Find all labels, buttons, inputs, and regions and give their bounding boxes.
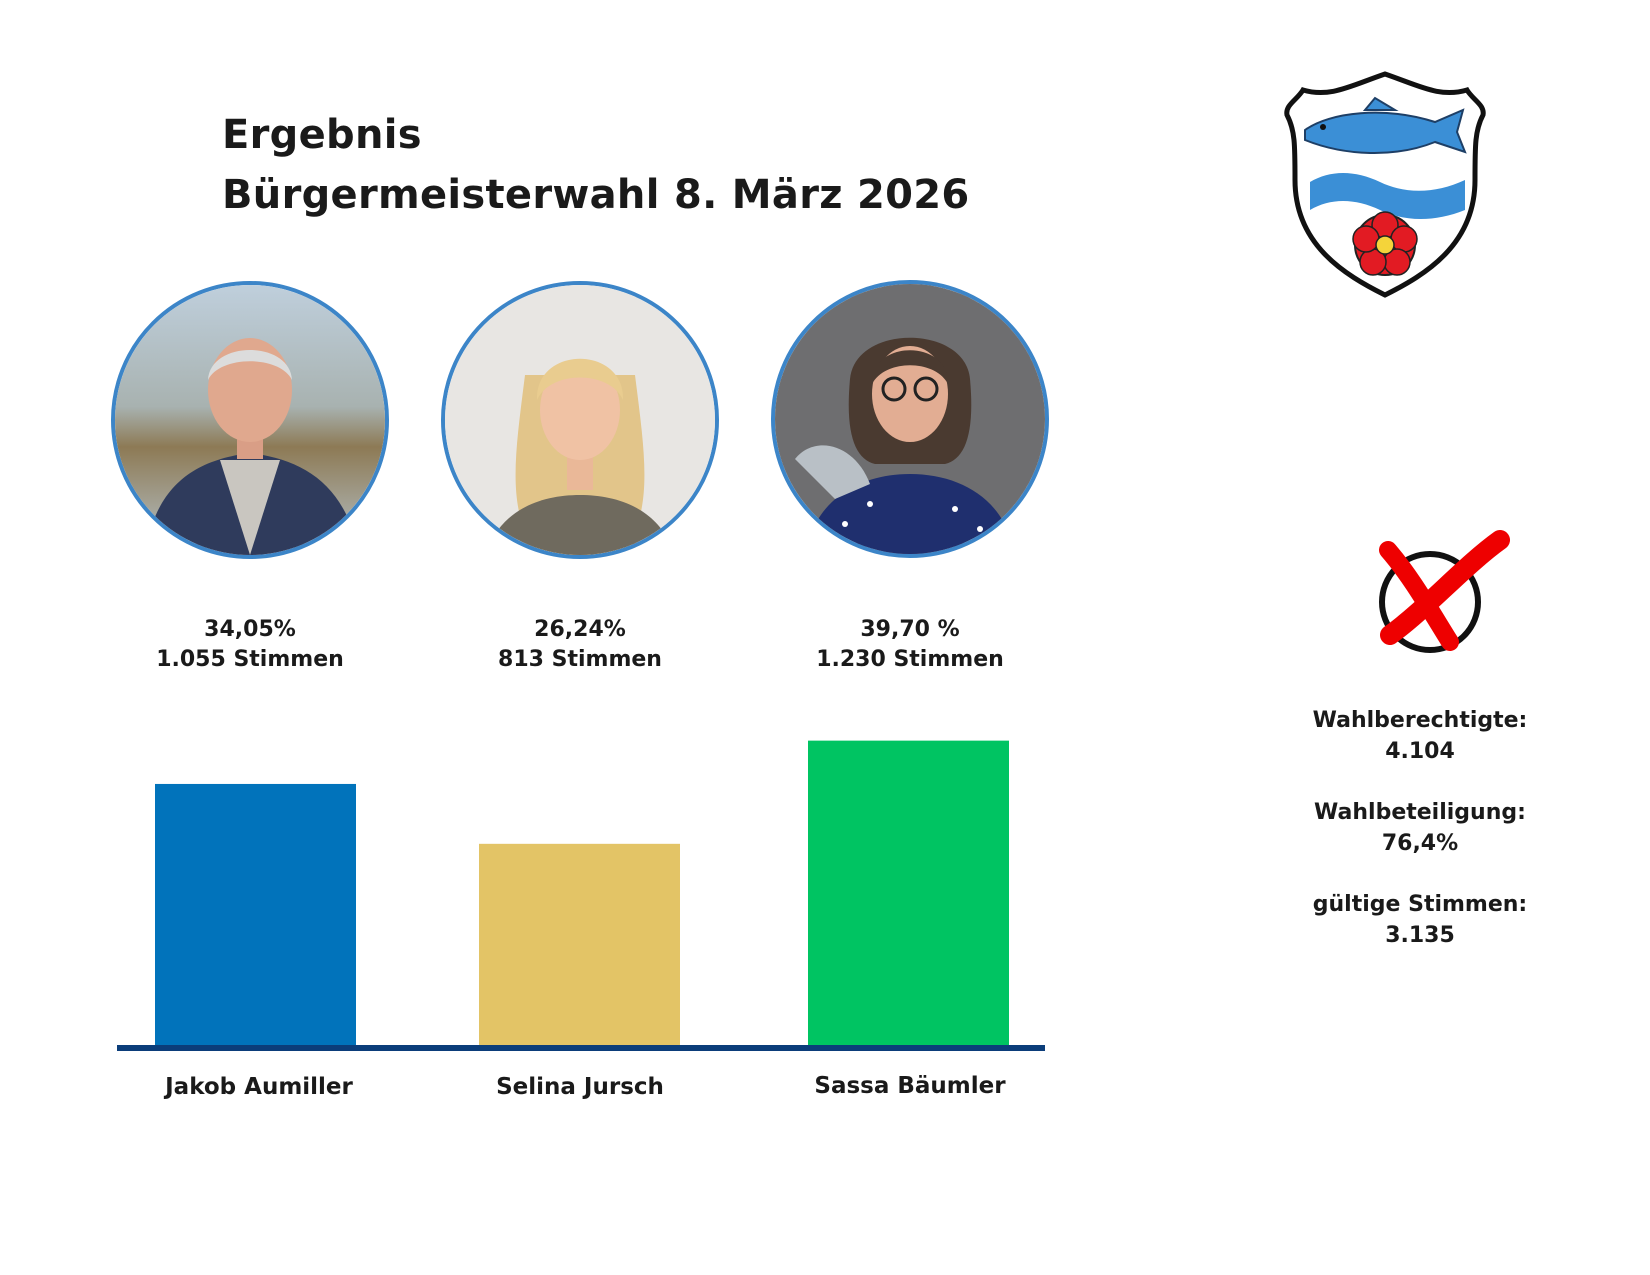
bar-selina-jursch xyxy=(479,843,680,1045)
percent-label: 39,70 % xyxy=(860,617,960,642)
stat-turnout: Wahlbeteiligung: 76,4% xyxy=(1300,797,1540,859)
page-title-line-1: Ergebnis xyxy=(222,112,422,158)
candidate-name-aumiller: Jakob Aumiller xyxy=(165,1074,353,1100)
candidate-stat-jursch: 26,24% 813 Stimmen xyxy=(430,615,730,675)
candidate-name-jursch: Selina Jursch xyxy=(496,1074,664,1100)
stat-valid-value: 3.135 xyxy=(1385,923,1455,948)
candidate-stat-baeumler: 39,70 % 1.230 Stimmen xyxy=(760,615,1060,675)
percent-label: 34,05% xyxy=(204,617,296,642)
bar-sassa-b-umler xyxy=(808,740,1009,1045)
stat-eligible-label: Wahlberechtigte: xyxy=(1312,708,1528,733)
percent-label: 26,24% xyxy=(534,617,626,642)
ballot-cross-icon xyxy=(1379,530,1510,653)
candidate-photo-aumiller xyxy=(111,281,389,559)
bar-jakob-aumiller xyxy=(155,783,356,1045)
votes-label: 1.055 Stimmen xyxy=(156,647,344,672)
candidate-name-baeumler: Sassa Bäumler xyxy=(814,1073,1006,1099)
votes-label: 1.230 Stimmen xyxy=(816,647,1004,672)
stat-eligible: Wahlberechtigte: 4.104 xyxy=(1300,705,1540,767)
coat-of-arms-icon xyxy=(1284,71,1486,298)
votes-label: 813 Stimmen xyxy=(498,647,662,672)
page-title-line-2: Bürgermeisterwahl 8. März 2026 xyxy=(222,172,970,218)
stat-valid-label: gültige Stimmen: xyxy=(1312,892,1528,917)
candidate-stat-aumiller: 34,05% 1.055 Stimmen xyxy=(100,615,400,675)
stat-valid-votes: gültige Stimmen: 3.135 xyxy=(1300,889,1540,951)
candidate-photo-baeumler xyxy=(771,280,1049,558)
candidate-photo-jursch xyxy=(441,281,719,559)
stat-eligible-value: 4.104 xyxy=(1385,739,1455,764)
stat-turnout-value: 76,4% xyxy=(1381,831,1459,856)
stat-turnout-label: Wahlbeteiligung: xyxy=(1314,800,1526,825)
